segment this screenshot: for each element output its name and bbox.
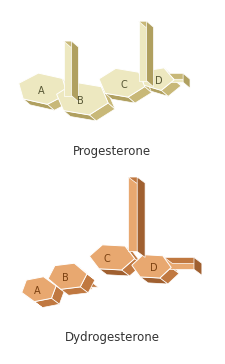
- Polygon shape: [139, 72, 152, 92]
- Polygon shape: [19, 73, 67, 104]
- Polygon shape: [99, 269, 130, 276]
- Text: D: D: [155, 76, 162, 86]
- Polygon shape: [64, 41, 79, 47]
- Polygon shape: [61, 287, 88, 295]
- Polygon shape: [140, 277, 168, 284]
- Polygon shape: [122, 259, 142, 276]
- Polygon shape: [160, 268, 179, 284]
- Polygon shape: [128, 177, 137, 252]
- Polygon shape: [128, 87, 152, 103]
- Polygon shape: [167, 73, 183, 82]
- Polygon shape: [164, 257, 202, 264]
- Polygon shape: [105, 93, 135, 103]
- Text: A: A: [38, 86, 44, 96]
- Polygon shape: [128, 177, 145, 183]
- Text: D: D: [150, 263, 157, 273]
- Polygon shape: [47, 94, 74, 110]
- Polygon shape: [89, 103, 115, 121]
- Polygon shape: [34, 298, 59, 308]
- Polygon shape: [137, 177, 145, 257]
- Polygon shape: [183, 73, 190, 88]
- Polygon shape: [89, 245, 135, 270]
- Polygon shape: [143, 85, 168, 96]
- Text: C: C: [120, 80, 127, 90]
- Polygon shape: [72, 41, 79, 102]
- Polygon shape: [83, 281, 98, 287]
- Polygon shape: [132, 255, 171, 278]
- Polygon shape: [164, 257, 194, 269]
- Polygon shape: [139, 21, 153, 27]
- Polygon shape: [194, 257, 202, 275]
- Polygon shape: [63, 111, 96, 121]
- Polygon shape: [161, 80, 181, 96]
- Text: B: B: [62, 273, 69, 283]
- Polygon shape: [146, 21, 153, 87]
- Polygon shape: [164, 68, 181, 86]
- Polygon shape: [23, 99, 54, 110]
- Text: Progesterone: Progesterone: [73, 145, 151, 158]
- Polygon shape: [163, 256, 179, 273]
- Text: Dydrogesterone: Dydrogesterone: [65, 331, 160, 344]
- Polygon shape: [52, 286, 64, 304]
- Polygon shape: [48, 263, 87, 289]
- Polygon shape: [57, 82, 108, 115]
- Polygon shape: [22, 293, 42, 308]
- Polygon shape: [74, 263, 95, 280]
- Polygon shape: [80, 274, 95, 293]
- Polygon shape: [139, 21, 146, 81]
- Polygon shape: [22, 277, 56, 302]
- Polygon shape: [63, 79, 74, 100]
- Text: C: C: [104, 254, 110, 264]
- Polygon shape: [167, 73, 190, 79]
- Polygon shape: [101, 87, 115, 109]
- Polygon shape: [143, 68, 174, 90]
- Polygon shape: [64, 41, 72, 96]
- Polygon shape: [125, 246, 142, 265]
- Polygon shape: [77, 281, 92, 291]
- Text: B: B: [77, 96, 84, 106]
- Text: A: A: [34, 286, 40, 296]
- Polygon shape: [99, 68, 145, 97]
